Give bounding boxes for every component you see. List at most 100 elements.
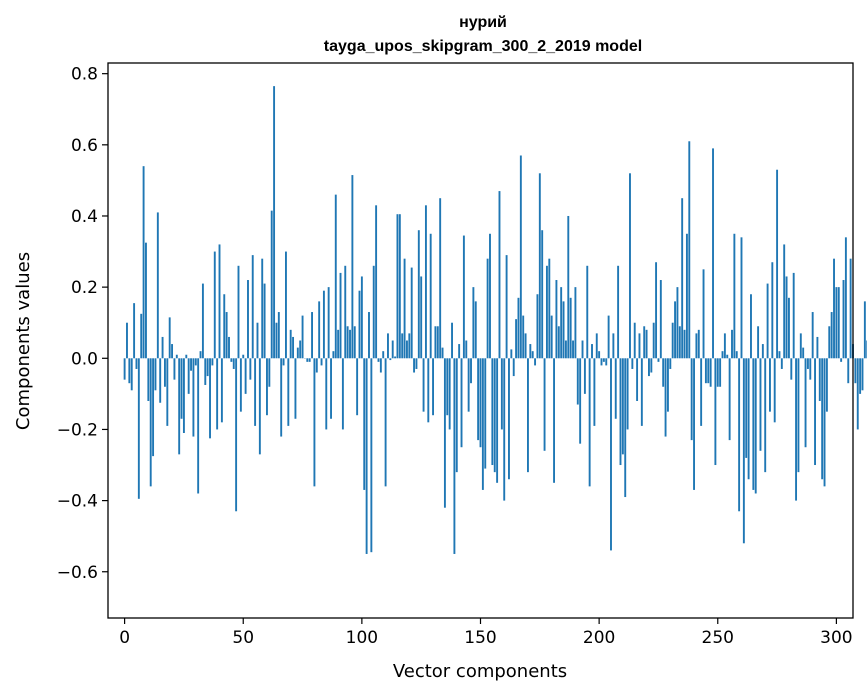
bar [263, 283, 266, 359]
bar [133, 303, 136, 359]
bar [439, 198, 442, 359]
bar [156, 212, 159, 359]
bar [311, 312, 313, 359]
bar [299, 340, 302, 359]
bar [422, 358, 425, 412]
bar [417, 230, 420, 359]
bar [534, 358, 537, 366]
bar [681, 198, 684, 359]
bar [752, 358, 755, 490]
x-axis-ticks: 0 50 100 150 200 250 300 [119, 618, 853, 648]
bar [379, 358, 382, 373]
bar [180, 358, 183, 419]
bar [638, 333, 641, 359]
bar [258, 358, 261, 455]
bar [856, 358, 859, 430]
x-axis-label: Vector components [393, 661, 567, 682]
bar [294, 358, 297, 419]
bar [735, 351, 738, 359]
bar [621, 358, 624, 455]
bar [754, 358, 757, 494]
bar [643, 326, 646, 359]
bar [602, 358, 605, 362]
bar [391, 340, 394, 359]
bar [244, 358, 247, 394]
y-tick-label: −0.6 [57, 563, 98, 583]
bar [275, 322, 278, 359]
bar [384, 358, 387, 487]
bar [795, 358, 798, 501]
bar [332, 351, 335, 359]
bar [137, 358, 140, 499]
x-tick-label: 300 [820, 628, 852, 648]
bar [818, 358, 821, 401]
bar [816, 336, 819, 359]
bar [821, 358, 824, 480]
chart-subtitle: tayga_upos_skipgram_300_2_2019 model [324, 38, 642, 55]
bar [614, 358, 617, 419]
bar [555, 280, 558, 359]
x-tick-label: 0 [119, 628, 130, 648]
bar [759, 358, 762, 451]
y-tick-label: 0.4 [71, 207, 98, 227]
bar [327, 287, 330, 359]
bar [282, 358, 285, 366]
bar [413, 358, 416, 373]
x-tick-label: 50 [232, 628, 254, 648]
bar [593, 358, 596, 426]
bar [579, 358, 582, 444]
bar [685, 233, 688, 359]
bar [477, 358, 480, 441]
bar [840, 358, 843, 362]
bar [313, 358, 316, 487]
bar [163, 358, 166, 387]
bar [322, 290, 325, 359]
bar [726, 354, 729, 359]
bar [187, 358, 190, 394]
bar [778, 351, 781, 359]
bar [232, 358, 235, 369]
bar [225, 312, 228, 359]
bar [140, 313, 143, 359]
bar [519, 155, 522, 359]
bar [211, 358, 214, 366]
bar [707, 358, 710, 384]
bar [844, 237, 847, 359]
bar [175, 354, 178, 359]
bar [358, 290, 361, 359]
bar [617, 265, 620, 359]
bar [443, 358, 446, 508]
bar [204, 358, 207, 385]
bar [266, 358, 268, 416]
bar [666, 358, 669, 412]
bar [676, 287, 679, 359]
bar [512, 358, 515, 377]
bar [576, 358, 579, 405]
bar [218, 244, 221, 359]
bar [432, 358, 434, 416]
y-tick-label: 0.2 [71, 278, 98, 298]
bar [567, 215, 570, 359]
bar [486, 258, 489, 359]
bar [472, 287, 475, 359]
bar [564, 340, 567, 359]
x-tick-label: 150 [464, 628, 496, 648]
bar [842, 280, 845, 359]
bar [766, 283, 769, 359]
bar [702, 269, 705, 359]
bar [776, 169, 779, 359]
bar [465, 340, 468, 359]
bar [130, 358, 133, 391]
bar [145, 242, 147, 359]
bar [455, 358, 458, 473]
bar [235, 358, 238, 512]
bar [436, 326, 439, 359]
bar [785, 276, 788, 359]
bar [178, 358, 181, 455]
bar [645, 329, 648, 359]
bar [531, 351, 534, 359]
bar [446, 358, 449, 416]
bar [389, 358, 392, 361]
bar [166, 358, 169, 426]
bar [861, 358, 864, 391]
